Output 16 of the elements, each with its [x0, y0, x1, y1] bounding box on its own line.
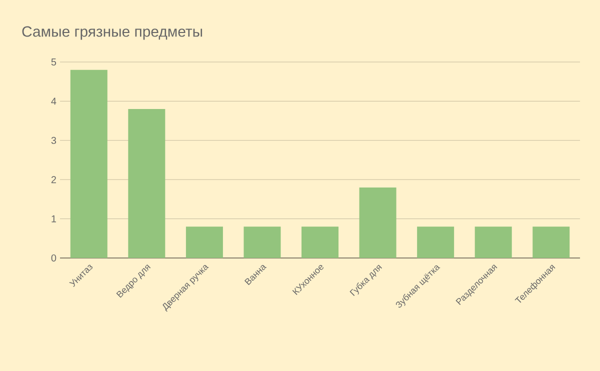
bar: [128, 109, 166, 258]
y-tick-label: 3: [51, 136, 56, 144]
bar: [417, 226, 454, 258]
y-tick-label: 5: [51, 58, 56, 66]
bar: [532, 226, 570, 258]
bar: [302, 226, 339, 258]
bar: [70, 70, 108, 258]
y-tick-label: 0: [51, 254, 56, 262]
bar: [186, 226, 223, 258]
chart-title: Самые грязные предметы: [22, 26, 202, 40]
bar: [359, 187, 396, 258]
bar: [244, 226, 281, 258]
y-tick-label: 1: [52, 215, 56, 222]
bar: [474, 226, 512, 258]
y-tick-label: 2: [51, 176, 56, 184]
y-tick-label: 4: [51, 98, 56, 105]
